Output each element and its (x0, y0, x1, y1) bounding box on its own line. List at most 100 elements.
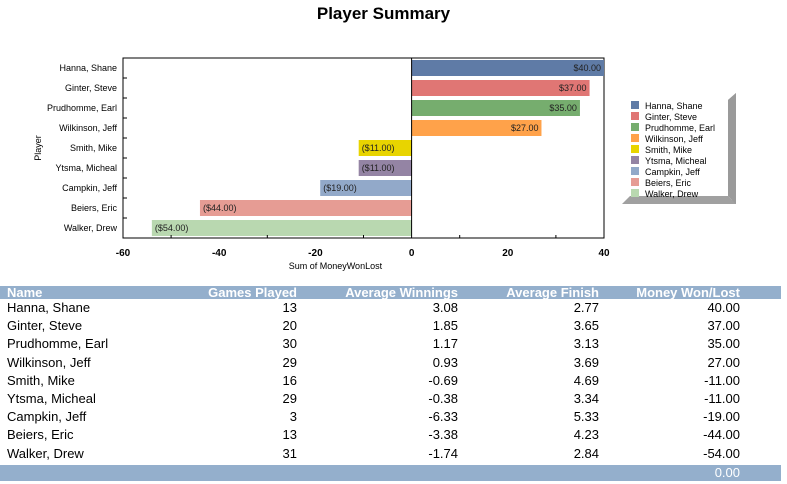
legend-entry: Campkin, Jeff (645, 167, 700, 177)
cell-average-finish: 3.65 (573, 318, 599, 334)
cell-money-won-lost: -19.00 (703, 409, 740, 425)
header-name: Name (7, 285, 43, 300)
chart-title: Player Summary (316, 4, 451, 23)
cell-games-played: 13 (282, 427, 297, 443)
category-label: Wilkinson, Jeff (59, 123, 117, 133)
cell-average-winnings: -1.74 (428, 445, 458, 461)
cell-average-winnings: 0.93 (432, 354, 458, 370)
legend-box (622, 100, 728, 196)
cell-money-won-lost: -44.00 (703, 427, 740, 443)
bar-chart: $40.00 Hanna, Shane $37.00 Ginter, Steve $35… (33, 57, 736, 271)
header-games-played: Games Played (208, 285, 297, 300)
table-row: Ytsma, Micheal 29 -0.38 3.34 -11.00 (0, 390, 781, 408)
cell-money-won-lost: 37.00 (707, 318, 740, 334)
cell-name: Smith, Mike (7, 372, 75, 388)
legend-swatch (631, 112, 639, 120)
legend-swatch (631, 145, 639, 153)
table-row: Ginter, Steve 20 1.85 3.65 37.00 (0, 317, 781, 335)
legend-entry: Walker, Drew (645, 189, 699, 199)
legend-entry: Prudhomme, Earl (645, 123, 715, 133)
legend-shadow-bottom (622, 196, 736, 204)
x-tick-label: -40 (212, 248, 227, 259)
category-label: Prudhomme, Earl (47, 103, 117, 113)
data-label: ($11.00) (362, 163, 395, 173)
cell-games-played: 16 (282, 372, 297, 388)
cell-average-winnings: -3.38 (428, 427, 458, 443)
cell-money-won-lost: -54.00 (703, 445, 740, 461)
table-row: Campkin, Jeff 3 -6.33 5.33 -19.00 (0, 408, 781, 426)
cell-name: Walker, Drew (7, 445, 84, 461)
legend-entry: Beiers, Eric (645, 178, 692, 188)
cell-average-winnings: 1.17 (432, 336, 458, 352)
total-money-won-lost: 0.00 (714, 465, 740, 480)
table-header: Name Games Played Average Winnings Avera… (0, 285, 781, 300)
cell-name: Prudhomme, Earl (7, 336, 109, 352)
cell-games-played: 29 (282, 354, 297, 370)
cell-money-won-lost: 40.00 (707, 300, 740, 315)
y-axis-title: Player (33, 135, 43, 161)
cell-name: Ytsma, Micheal (7, 390, 96, 406)
legend-entry: Ginter, Steve (645, 112, 697, 122)
cell-average-finish: 4.69 (573, 372, 599, 388)
legend-swatch (631, 178, 639, 186)
cell-games-played: 13 (282, 300, 297, 315)
cell-average-finish: 3.34 (573, 390, 599, 406)
cell-name: Hanna, Shane (7, 300, 91, 315)
legend-entry: Wilkinson, Jeff (645, 134, 703, 144)
bar (411, 120, 542, 136)
cell-games-played: 30 (282, 336, 297, 352)
cell-games-played: 20 (282, 318, 297, 334)
cell-average-finish: 3.69 (573, 354, 599, 370)
bar (320, 180, 412, 196)
legend-swatch (631, 134, 639, 142)
summary-table: Name Games Played Average Winnings Avera… (0, 285, 781, 481)
bar (411, 80, 590, 96)
legend-entry: Hanna, Shane (645, 101, 703, 111)
category-label: Smith, Mike (70, 143, 117, 153)
table-row: Beiers, Eric 13 -3.38 4.23 -44.00 (0, 426, 781, 444)
category-label: Ytsma, Micheal (55, 163, 117, 173)
bar (358, 160, 412, 176)
data-label: $27.00 (511, 123, 539, 133)
cell-games-played: 29 (282, 390, 297, 406)
data-label: ($44.00) (203, 203, 237, 213)
cell-average-finish: 4.23 (573, 427, 599, 443)
legend-swatch (631, 123, 639, 131)
header-average-winnings: Average Winnings (345, 285, 458, 300)
data-label: ($19.00) (323, 183, 357, 193)
x-axis-title: Sum of MoneyWonLost (289, 261, 383, 271)
cell-money-won-lost: 27.00 (707, 354, 740, 370)
cell-games-played: 3 (289, 409, 297, 425)
cell-average-winnings: -0.69 (428, 372, 458, 388)
cell-games-played: 31 (282, 445, 297, 461)
legend-swatch (631, 156, 639, 164)
table-row: Hanna, Shane 13 3.08 2.77 40.00 (0, 299, 781, 317)
cell-average-winnings: 3.08 (432, 300, 458, 315)
header-average-finish: Average Finish (506, 285, 599, 300)
cell-name: Ginter, Steve (7, 318, 83, 334)
category-label: Walker, Drew (64, 223, 118, 233)
table-row: Wilkinson, Jeff 29 0.93 3.69 27.00 (0, 354, 781, 372)
legend-swatch (631, 189, 639, 197)
x-tick-label: 20 (502, 248, 514, 259)
table-row: Walker, Drew 31 -1.74 2.84 -54.00 (0, 445, 781, 463)
data-label: $37.00 (559, 83, 587, 93)
data-label: ($54.00) (155, 223, 189, 233)
legend-shadow-right (728, 93, 736, 204)
bar (411, 100, 580, 116)
cell-money-won-lost: -11.00 (704, 372, 740, 388)
bar (411, 60, 604, 76)
x-tick-label: 40 (598, 248, 610, 259)
cell-average-winnings: -6.33 (428, 409, 458, 425)
cell-name: Wilkinson, Jeff (7, 354, 91, 370)
data-label: ($11.00) (362, 143, 395, 153)
cell-average-winnings: 1.85 (432, 318, 458, 334)
legend-entry: Ytsma, Micheal (645, 156, 707, 166)
x-tick-label: 0 (409, 248, 415, 259)
x-tick-label: -60 (116, 248, 131, 259)
cell-average-winnings: -0.38 (428, 390, 458, 406)
cell-average-finish: 3.13 (573, 336, 599, 352)
table-row: Prudhomme, Earl 30 1.17 3.13 35.00 (0, 335, 781, 353)
cell-name: Campkin, Jeff (7, 409, 87, 425)
cell-average-finish: 5.33 (573, 409, 599, 425)
